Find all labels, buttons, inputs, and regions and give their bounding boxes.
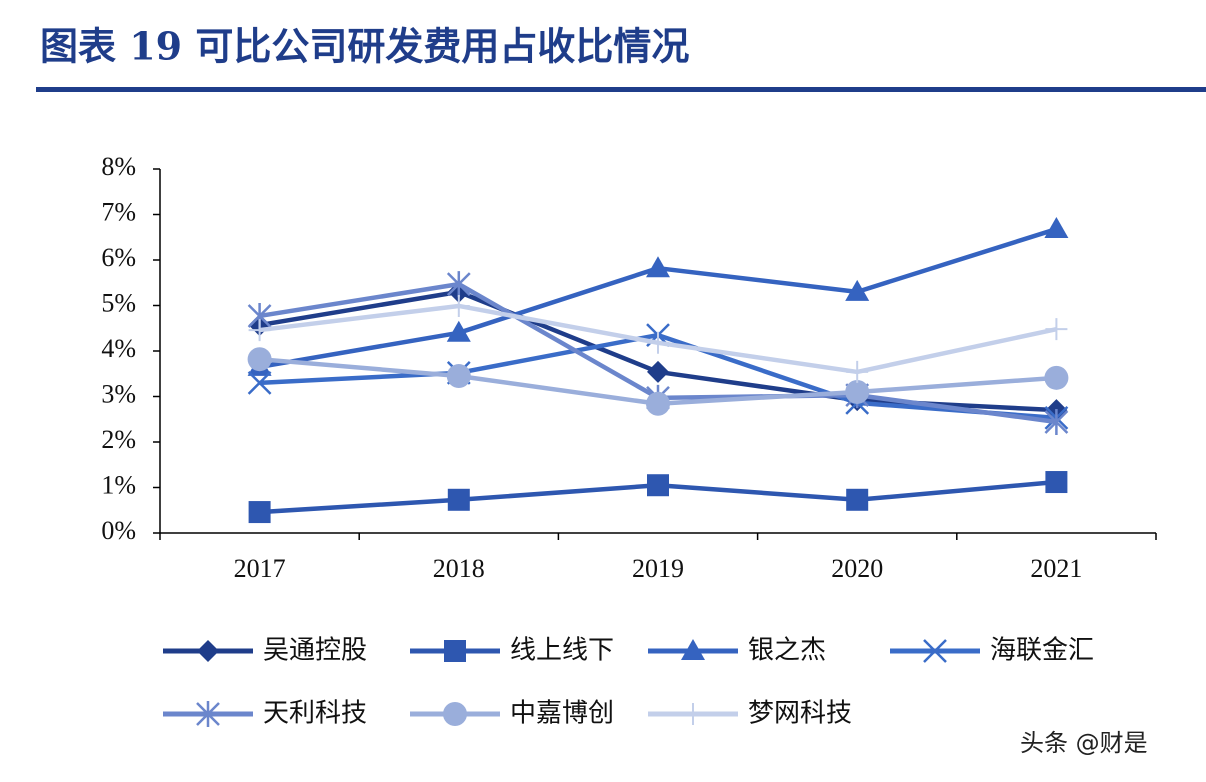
legend-label: 海联金汇: [990, 636, 1094, 666]
y-tick-label: 6%: [101, 243, 136, 272]
legend-label: 线上线下: [510, 636, 614, 666]
y-tick-label: 1%: [101, 470, 136, 499]
legend-marker: [923, 639, 947, 663]
y-tick-label: 4%: [101, 334, 136, 363]
data-point: [1045, 471, 1068, 494]
data-point: [646, 391, 670, 416]
x-tick-label: 2020: [831, 554, 883, 583]
legend-label: 银之杰: [748, 636, 826, 666]
legend-marker: [443, 702, 467, 726]
data-point: [647, 331, 669, 354]
data-point: [1044, 217, 1069, 239]
y-tick-label: 2%: [101, 425, 136, 454]
y-tick-label: 7%: [101, 197, 136, 226]
data-point: [845, 379, 870, 404]
data-point: [247, 347, 272, 372]
legend-label: 天利科技: [263, 699, 367, 729]
x-tick-label: 2017: [234, 554, 286, 583]
data-point: [846, 488, 869, 511]
data-point: [1044, 365, 1069, 390]
legend-label: 梦网科技: [748, 699, 852, 729]
chart-title: 图表 19 可比公司研发费用占收比情况: [40, 24, 689, 69]
data-point: [247, 370, 272, 395]
x-tick-label: 2021: [1030, 554, 1082, 583]
legend-marker: [196, 701, 220, 727]
data-point: [646, 256, 670, 278]
y-tick-label: 8%: [101, 152, 136, 181]
data-point: [846, 360, 869, 383]
data-point: [446, 364, 471, 389]
y-tick-label: 3%: [101, 379, 136, 408]
data-point: [446, 271, 471, 298]
data-point: [447, 294, 470, 317]
data-point: [446, 320, 471, 342]
data-point: [1044, 408, 1069, 435]
y-tick-label: 0%: [101, 516, 136, 545]
watermark: 头条 @财是: [1020, 729, 1148, 757]
data-point: [447, 488, 470, 511]
legend-label: 吴通控股: [263, 636, 367, 666]
legend-marker: [682, 703, 704, 725]
x-tick-label: 2019: [632, 554, 684, 583]
y-tick-label: 5%: [101, 288, 136, 317]
data-point: [248, 319, 271, 342]
data-point: [647, 360, 669, 383]
title-rule: [36, 87, 1206, 92]
legend-marker: [197, 640, 219, 662]
data-point: [845, 279, 870, 301]
data-point: [248, 501, 271, 524]
legend-marker: [444, 640, 466, 662]
legend-marker: [681, 639, 705, 660]
legend-label: 中嘉博创: [510, 699, 614, 729]
data-point: [647, 474, 669, 497]
x-tick-label: 2018: [433, 554, 485, 583]
data-point: [1045, 318, 1068, 341]
